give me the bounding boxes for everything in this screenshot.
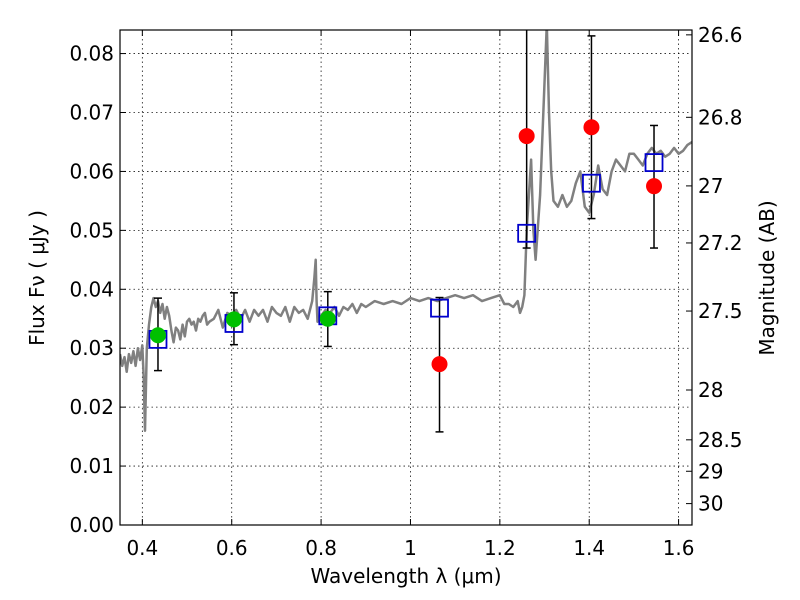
y-tick-label: 0.05 (69, 218, 114, 242)
grid-lines (120, 30, 692, 526)
x-tick-label: 1.4 (573, 536, 605, 560)
mag-tick-label: 27 (698, 174, 723, 198)
detection-point (149, 327, 166, 344)
y-tick-label: 0.03 (69, 336, 114, 360)
plot-frame (119, 29, 693, 526)
y-axis-label: Flux Fν ( μJy ) (25, 210, 49, 346)
y-tick-label: 0.07 (69, 101, 114, 125)
x-tick-label: 1.2 (484, 536, 516, 560)
model-photometry-square (644, 153, 664, 172)
mag-tick-label: 27.2 (698, 231, 743, 255)
ir-point (431, 356, 448, 373)
ir-point (518, 128, 535, 145)
x-axis-label: Wavelength λ (μm) (310, 564, 501, 588)
model-photometry-square (517, 223, 537, 243)
mag-tick-label: 30 (698, 492, 723, 516)
plot-area (120, 30, 692, 432)
mag-tick-label: 28 (698, 378, 723, 402)
mag-tick-label: 26.6 (698, 23, 743, 47)
magnitude-axis-ticks: 26.6 26.8 27 27.2 27.5 28 28.5 29 30 (686, 23, 743, 516)
detection-point (225, 311, 242, 328)
y-tick-label: 0.06 (69, 159, 114, 183)
x-tick-label: 0.6 (216, 536, 248, 560)
magnitude-axis-label: Magnitude (AB) (755, 200, 779, 355)
y-tick-label: 0.00 (69, 513, 114, 537)
x-tick-label: 1 (404, 536, 417, 560)
mag-tick-label: 27.5 (698, 299, 743, 323)
y-tick-label: 0.01 (69, 454, 114, 478)
model-spectrum-line (120, 30, 692, 432)
x-tick-label: 1.6 (663, 536, 695, 560)
data-markers (148, 119, 664, 373)
y-axis-ticks: 0.00 0.01 0.02 0.03 0.04 0.05 0.06 0.07 0.08 (69, 42, 126, 537)
detection-point (319, 310, 336, 327)
mag-tick-label: 28.5 (698, 428, 743, 452)
y-tick-label: 0.08 (69, 42, 114, 66)
model-photometry-square (430, 298, 449, 318)
x-axis-ticks: 0.4 0.6 0.8 1 1.2 1.4 1.6 (126, 30, 695, 560)
x-tick-label: 0.4 (126, 536, 158, 560)
y-tick-label: 0.04 (69, 277, 114, 301)
ir-point (646, 178, 663, 195)
mag-tick-label: 29 (698, 459, 723, 483)
y-tick-label: 0.02 (69, 395, 114, 419)
error-bars (153, 30, 659, 433)
ir-point (583, 119, 600, 136)
mag-tick-label: 26.8 (698, 105, 743, 129)
model-photometry-square (582, 173, 601, 193)
x-tick-label: 0.8 (305, 536, 337, 560)
